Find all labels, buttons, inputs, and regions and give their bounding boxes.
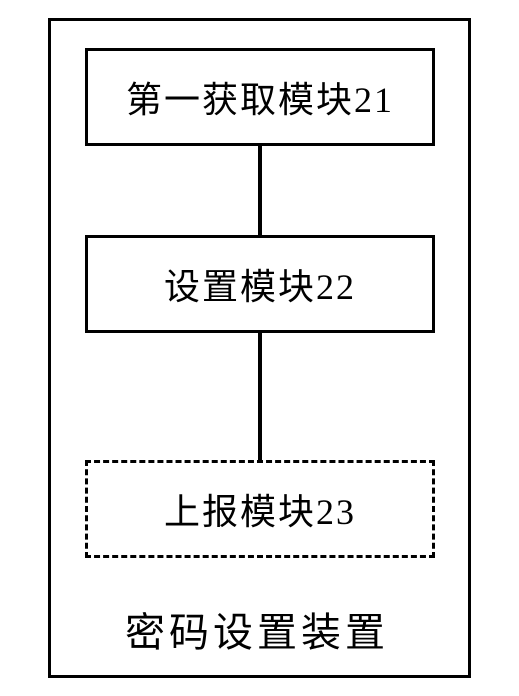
- module-box-22: 设置模块22: [85, 235, 435, 333]
- module-box-21: 第一获取模块21: [85, 48, 435, 146]
- module-box-23: 上报模块23: [85, 460, 435, 558]
- connector-22-23: [258, 333, 262, 460]
- module-label-23: 上报模块23: [164, 483, 356, 535]
- connector-21-22: [258, 146, 262, 235]
- module-label-21: 第一获取模块21: [126, 71, 394, 123]
- module-label-22: 设置模块22: [164, 258, 356, 310]
- diagram-title: 密码设置装置: [125, 600, 389, 658]
